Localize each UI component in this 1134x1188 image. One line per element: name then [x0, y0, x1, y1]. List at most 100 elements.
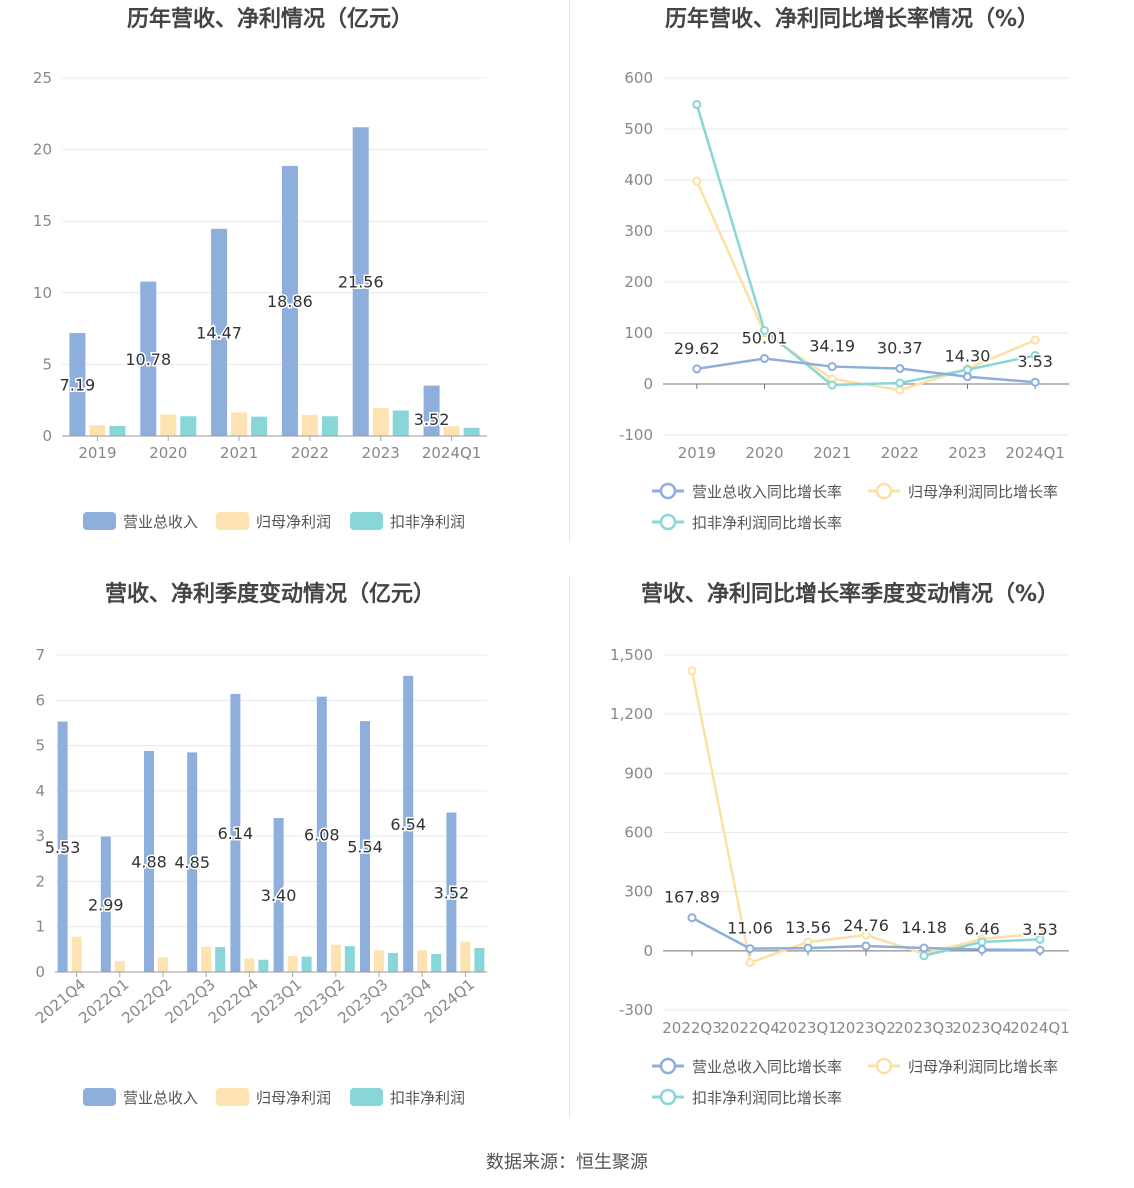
y-tick-label: 1	[35, 918, 45, 936]
data-label: 4.88	[131, 853, 167, 872]
legend-swatch	[83, 512, 116, 530]
y-tick-label: 500	[624, 120, 653, 138]
bar-deducted-profit	[463, 427, 480, 436]
series-line	[695, 104, 1036, 387]
y-tick-label: 0	[643, 375, 653, 393]
bar-revenue	[273, 818, 284, 972]
bar-revenue	[230, 693, 241, 972]
data-label: 21.56	[338, 273, 384, 292]
bar-deducted-profit	[388, 952, 398, 972]
data-point	[861, 930, 871, 940]
data-label: 34.19	[809, 337, 855, 356]
chart-title: 历年营收、净利情况（亿元）	[127, 6, 413, 32]
y-tick-label: 1,200	[610, 705, 653, 723]
bar-parent-profit	[244, 958, 255, 972]
annual-revenue-profit-chart: 历年营收、净利情况（亿元） 0 5 10 15 20 25 2019 2020 2021 2022 2…	[0, 0, 569, 545]
data-point	[895, 385, 905, 395]
y-tick-label: 10	[33, 284, 52, 302]
bar-parent-profit	[330, 944, 341, 972]
bar-deducted-profit	[215, 947, 226, 972]
legend-marker	[659, 513, 677, 531]
y-tick-label: 15	[33, 212, 52, 230]
bar-parent-profit	[114, 961, 125, 972]
legend-marker	[875, 1057, 893, 1075]
y-tick-label: 3	[35, 827, 45, 845]
y-tick-label: 300	[624, 222, 653, 240]
series-line	[696, 357, 1036, 384]
legend-label: 归母净利润	[256, 513, 331, 531]
divider-bottom	[569, 575, 570, 1117]
y-tick-label: 5	[35, 737, 45, 755]
data-point	[895, 364, 905, 374]
legend-label: 营业总收入同比增长率	[692, 1058, 842, 1076]
data-point	[687, 913, 697, 923]
bar-deducted-profit	[109, 425, 126, 436]
y-tick-label: -300	[619, 1001, 653, 1019]
bar-deducted-profit	[474, 947, 485, 972]
data-point	[687, 666, 697, 676]
bar-deducted-profit	[180, 416, 197, 436]
data-point	[1030, 335, 1040, 345]
data-label: 3.53	[1022, 920, 1058, 939]
data-label: 6.46	[964, 920, 1000, 939]
annual-revenue-profit-svg: 历年营收、净利情况（亿元） 0 5 10 15 20 25 2019 2020 2021 2022 2…	[33, 6, 487, 531]
legend-label: 营业总收入同比增长率	[692, 483, 842, 501]
bar-revenue	[281, 165, 298, 436]
data-label: 14.18	[901, 918, 947, 937]
bar-revenue	[100, 836, 111, 972]
quarterly-revenue-profit-chart: 营收、净利季度变动情况（亿元） 0 1 2 3 4 5 6 7 2021Q4 2022Q1 2022Q…	[0, 572, 569, 1120]
legend-label: 扣非净利润同比增长率	[692, 514, 842, 532]
legend-marker	[875, 482, 893, 500]
x-tick-label: 2023	[948, 444, 986, 462]
data-point	[977, 937, 987, 947]
bar-parent-profit	[89, 425, 106, 436]
legend-label: 归母净利润同比增长率	[908, 1058, 1058, 1076]
x-tick-label: 2024Q1	[1005, 444, 1065, 462]
y-tick-label: 0	[42, 427, 52, 445]
data-label: 4.85	[174, 853, 210, 872]
bar-deducted-profit	[344, 946, 355, 972]
data-point	[895, 378, 905, 388]
y-tick-label: 25	[33, 69, 52, 87]
data-label: 3.52	[414, 410, 450, 429]
bar-parent-profit	[374, 950, 384, 972]
bar-deducted-profit	[258, 959, 269, 972]
y-tick-label: 6	[35, 691, 45, 709]
data-label: 167.89	[664, 888, 720, 907]
data-point	[760, 325, 769, 335]
data-label: 18.86	[267, 292, 313, 311]
y-tick-label: 200	[624, 273, 653, 291]
data-label: 2.99	[88, 895, 124, 914]
x-tick-label: 2022Q4	[720, 1019, 780, 1037]
x-tick-label: 2020	[149, 444, 187, 462]
bar-deducted-profit	[251, 416, 268, 436]
bar-parent-profit	[443, 426, 460, 436]
y-tick-label: 20	[33, 141, 52, 159]
legend-label: 归母净利润同比增长率	[908, 483, 1058, 501]
data-point	[1030, 377, 1040, 387]
legend-label: 营业总收入	[123, 1089, 198, 1107]
x-tick-label: 2023Q3	[894, 1019, 954, 1037]
x-tick-label: 2022	[291, 444, 329, 462]
x-tick-label: 2024Q1	[1010, 1019, 1070, 1037]
data-source: 数据来源：恒生聚源	[486, 1152, 648, 1173]
data-label: 10.78	[125, 350, 171, 369]
data-point	[861, 941, 871, 951]
bar-parent-profit	[71, 936, 82, 972]
bar-revenue	[423, 385, 440, 436]
x-tick-label: 2024Q1	[422, 444, 482, 462]
x-tick-label: 2023Q4	[952, 1019, 1012, 1037]
x-tick-label: 2022Q3	[662, 1019, 722, 1037]
legend-swatch	[216, 1088, 249, 1106]
data-label: 29.62	[674, 339, 720, 358]
bar-revenue	[316, 696, 327, 972]
quarterly-growth-rate-svg: 营收、净利同比增长率季度变动情况（%） -300 0 300 600 900 1,200 1,…	[610, 581, 1070, 1107]
x-tick-label: 2021	[220, 444, 258, 462]
data-point	[977, 945, 987, 955]
legend-marker	[659, 482, 677, 500]
data-label: 3.40	[261, 886, 297, 905]
data-label: 6.14	[218, 824, 254, 843]
y-tick-label: 300	[624, 883, 653, 901]
annual-growth-rate-svg: 历年营收、净利同比增长率情况（%） -100 0 100 200 300 400 500 600…	[619, 6, 1069, 532]
x-tick-label: 2020	[745, 444, 783, 462]
